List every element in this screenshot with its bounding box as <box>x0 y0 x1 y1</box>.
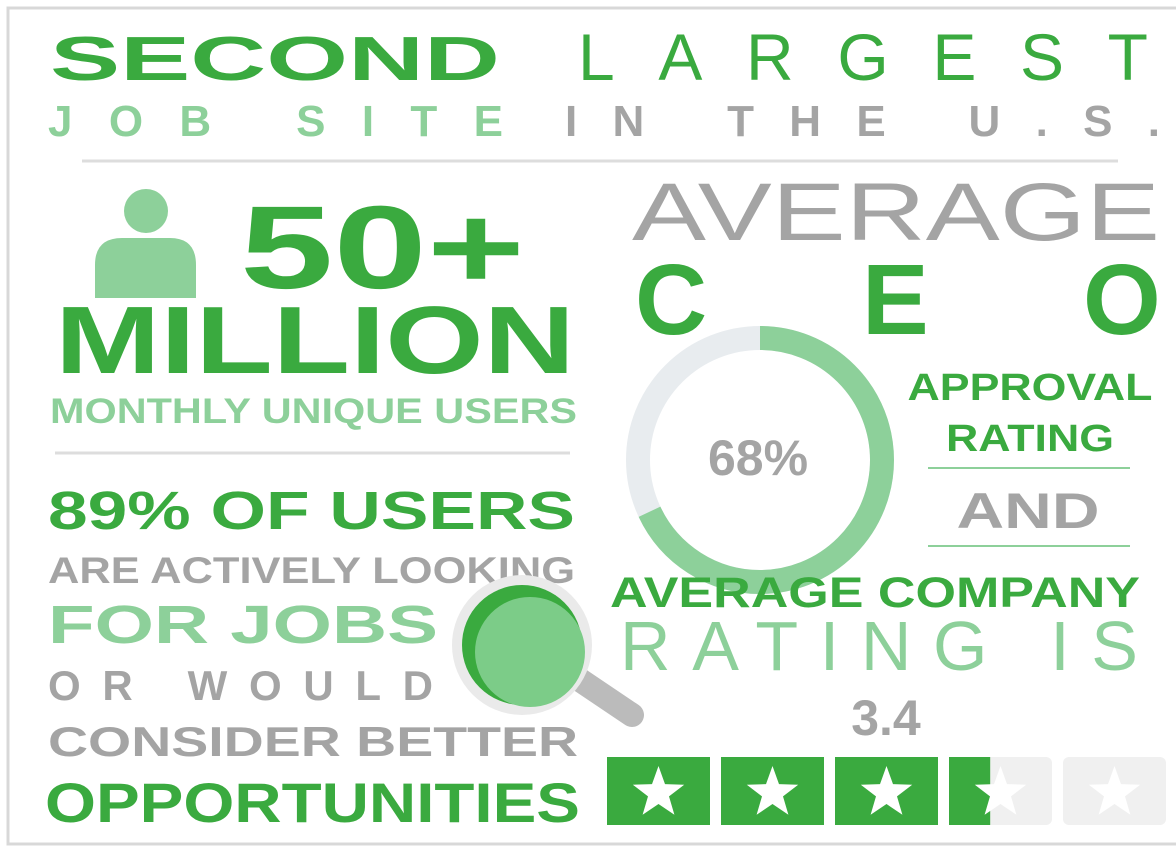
company-line: RATING IS <box>620 607 1138 685</box>
headline-word: SECOND <box>50 25 500 94</box>
star-icon <box>746 766 799 815</box>
ceo-letter: E <box>862 244 929 356</box>
ceo-letter: C <box>635 244 707 356</box>
ceo-letter: O <box>1083 244 1161 356</box>
frame <box>6 6 1176 846</box>
star-icon <box>632 766 685 815</box>
users-unit: MILLION <box>55 287 575 394</box>
seekers-line: 89% OF USERS <box>48 481 575 541</box>
headline-word: JOB SITE <box>48 97 503 146</box>
seekers-line: OPPORTUNITIES <box>45 771 580 834</box>
star-icon <box>1088 766 1141 815</box>
ceo-line: RATING <box>946 418 1114 460</box>
seekers-line: OR WOULD <box>48 662 433 709</box>
star-icon <box>974 766 1027 815</box>
magnifier-icon <box>452 575 644 727</box>
star-icon <box>860 766 913 815</box>
users-count: 50+ <box>240 182 525 314</box>
company-line: AVERAGE COMPANY <box>610 569 1140 617</box>
ceo-line: APPROVAL <box>908 367 1153 409</box>
headline-word: IN THE U.S. <box>565 97 1160 146</box>
approval-label: 68% <box>708 430 808 486</box>
star-rating <box>607 757 1166 825</box>
approval-arc <box>626 326 894 594</box>
person-icon <box>95 189 196 298</box>
headline-word: LARGEST <box>578 20 1148 94</box>
seekers-line: ARE ACTIVELY LOOKING <box>48 550 575 591</box>
ceo-line: AVERAGE <box>632 167 1160 258</box>
seekers-line: CONSIDER BETTER <box>48 718 578 765</box>
rating-label: 3.4 <box>851 690 921 746</box>
ceo-line: AND <box>957 483 1100 539</box>
seekers-line: FOR JOBS <box>48 595 438 655</box>
users-caption: MONTHLY UNIQUE USERS <box>50 392 577 431</box>
